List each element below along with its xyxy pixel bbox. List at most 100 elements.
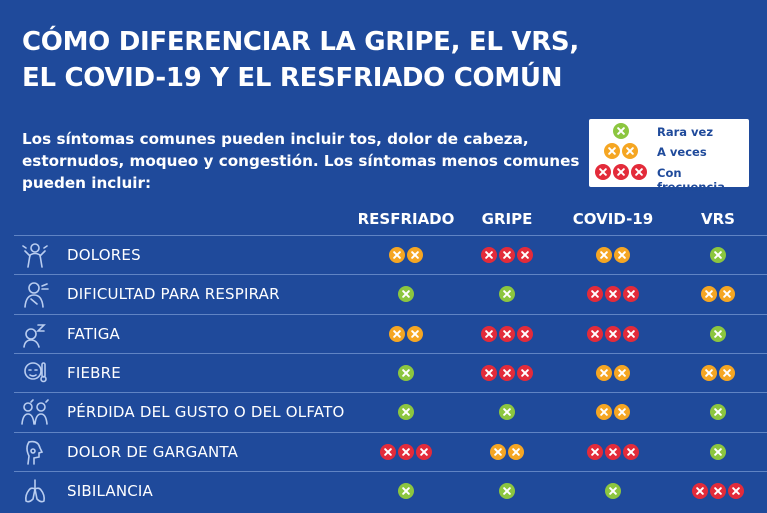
legend-sometimes-label: A veces xyxy=(657,145,707,159)
row-label: DIFICULTAD PARA RESPIRAR xyxy=(67,285,280,304)
frequent-x-icon xyxy=(481,364,497,381)
frequent-x-icon xyxy=(605,325,621,342)
breathing-difficulty-icon xyxy=(20,280,50,309)
cell-resfriado xyxy=(14,443,767,461)
cell-resfriado xyxy=(14,325,767,343)
rare-x-icon xyxy=(398,482,414,499)
rare-x-icon xyxy=(499,404,515,421)
intro-text: Los síntomas comunes pueden incluir tos,… xyxy=(22,130,580,192)
frequent-x-icon xyxy=(481,325,497,342)
frequent-x-icon xyxy=(605,286,621,303)
row-label: PÉRDIDA DEL GUSTO O DEL OLFATO xyxy=(67,403,345,422)
cell-resfriado xyxy=(14,247,767,264)
cell-vrs xyxy=(14,325,767,343)
frequent-x-icon xyxy=(613,164,629,180)
sometimes-x-icon xyxy=(490,443,506,460)
legend: Rara vez A veces Con frecuencia xyxy=(589,119,749,194)
cell-vrs xyxy=(14,286,767,303)
rare-x-icon xyxy=(398,286,414,303)
sometimes-x-icon xyxy=(719,364,735,381)
frequent-x-icon xyxy=(499,325,515,342)
page-title: CÓMO DIFERENCIAR LA GRIPE, EL VRS, EL CO… xyxy=(22,24,579,96)
legend-rare: Rara vez xyxy=(589,123,749,143)
sometimes-x-icon xyxy=(407,247,423,263)
cell-covid-19 xyxy=(14,443,767,461)
cell-vrs xyxy=(14,247,767,264)
row-label: DOLORES xyxy=(67,246,141,264)
table-row: FATIGA xyxy=(14,313,767,353)
cell-covid-19 xyxy=(14,364,767,382)
cell-gripe xyxy=(14,286,767,303)
frequent-x-icon xyxy=(481,247,497,263)
cell-resfriado xyxy=(14,482,767,500)
cell-gripe xyxy=(14,404,767,421)
sore-throat-icon xyxy=(20,438,50,466)
legend-frequent-icons xyxy=(589,164,653,184)
legend-rare-label: Rara vez xyxy=(657,125,714,139)
sometimes-x-icon xyxy=(719,286,735,303)
cell-covid-19 xyxy=(14,325,767,343)
table-row: PÉRDIDA DEL GUSTO O DEL OLFATO xyxy=(14,392,767,431)
rare-x-icon xyxy=(499,286,515,303)
fever-icon xyxy=(20,359,50,387)
sometimes-x-icon xyxy=(622,143,638,159)
sometimes-x-icon xyxy=(701,364,717,381)
cell-vrs xyxy=(14,404,767,421)
frequent-x-icon xyxy=(728,482,744,499)
sometimes-x-icon xyxy=(389,247,405,263)
frequent-x-icon xyxy=(587,325,603,342)
cell-gripe xyxy=(14,247,767,264)
column-header-covid-19: COVID-19 xyxy=(572,210,654,228)
sometimes-x-icon xyxy=(508,443,524,460)
frequent-x-icon xyxy=(623,325,639,342)
taste-smell-loss-icon xyxy=(20,398,50,426)
row-label: FATIGA xyxy=(67,324,121,343)
table-row: FIEBRE xyxy=(14,352,767,392)
rare-x-icon xyxy=(605,482,621,499)
frequent-x-icon xyxy=(605,443,621,460)
frequent-x-icon xyxy=(517,325,533,342)
rare-x-icon xyxy=(613,123,629,139)
sometimes-x-icon xyxy=(701,286,717,303)
cell-vrs xyxy=(14,364,767,382)
rare-x-icon xyxy=(398,364,414,381)
frequent-x-icon xyxy=(499,247,515,263)
row-label: DOLOR DE GARGANTA xyxy=(67,442,239,461)
aches-icon xyxy=(20,241,50,269)
frequent-x-icon xyxy=(710,482,726,499)
title-line-2: EL COVID-19 Y EL RESFRIADO COMÚN xyxy=(22,63,563,93)
cell-resfriado xyxy=(14,364,767,382)
sometimes-x-icon xyxy=(596,404,612,421)
sometimes-x-icon xyxy=(596,364,612,381)
legend-frequent-label: Con frecuencia xyxy=(657,166,725,194)
frequent-x-icon xyxy=(623,286,639,303)
row-label: SIBILANCIA xyxy=(67,481,154,500)
wheezing-lungs-icon xyxy=(20,477,50,505)
rare-x-icon xyxy=(710,325,726,342)
frequent-x-icon xyxy=(631,164,647,180)
rare-x-icon xyxy=(398,404,414,421)
column-header-resfriado: RESFRIADO xyxy=(357,210,455,228)
frequent-x-icon xyxy=(623,443,639,460)
sometimes-x-icon xyxy=(614,364,630,381)
rare-x-icon xyxy=(710,404,726,421)
fatigue-icon xyxy=(20,320,50,348)
cell-resfriado xyxy=(14,286,767,303)
table-row: SIBILANCIA xyxy=(14,470,767,510)
cell-resfriado xyxy=(14,404,767,421)
legend-sometimes: A veces xyxy=(589,143,749,163)
frequent-x-icon xyxy=(398,443,414,460)
legend-rare-icons xyxy=(589,123,653,143)
frequent-x-icon xyxy=(692,482,708,499)
cell-gripe xyxy=(14,443,767,461)
cell-covid-19 xyxy=(14,286,767,303)
frequent-x-icon xyxy=(587,286,603,303)
sometimes-x-icon xyxy=(614,404,630,421)
frequent-x-icon xyxy=(416,443,432,460)
cell-vrs xyxy=(14,482,767,500)
frequent-x-icon xyxy=(517,364,533,381)
column-header-vrs: VRS xyxy=(701,210,735,228)
rare-x-icon xyxy=(499,482,515,499)
cell-covid-19 xyxy=(14,247,767,264)
sometimes-x-icon xyxy=(604,143,620,159)
